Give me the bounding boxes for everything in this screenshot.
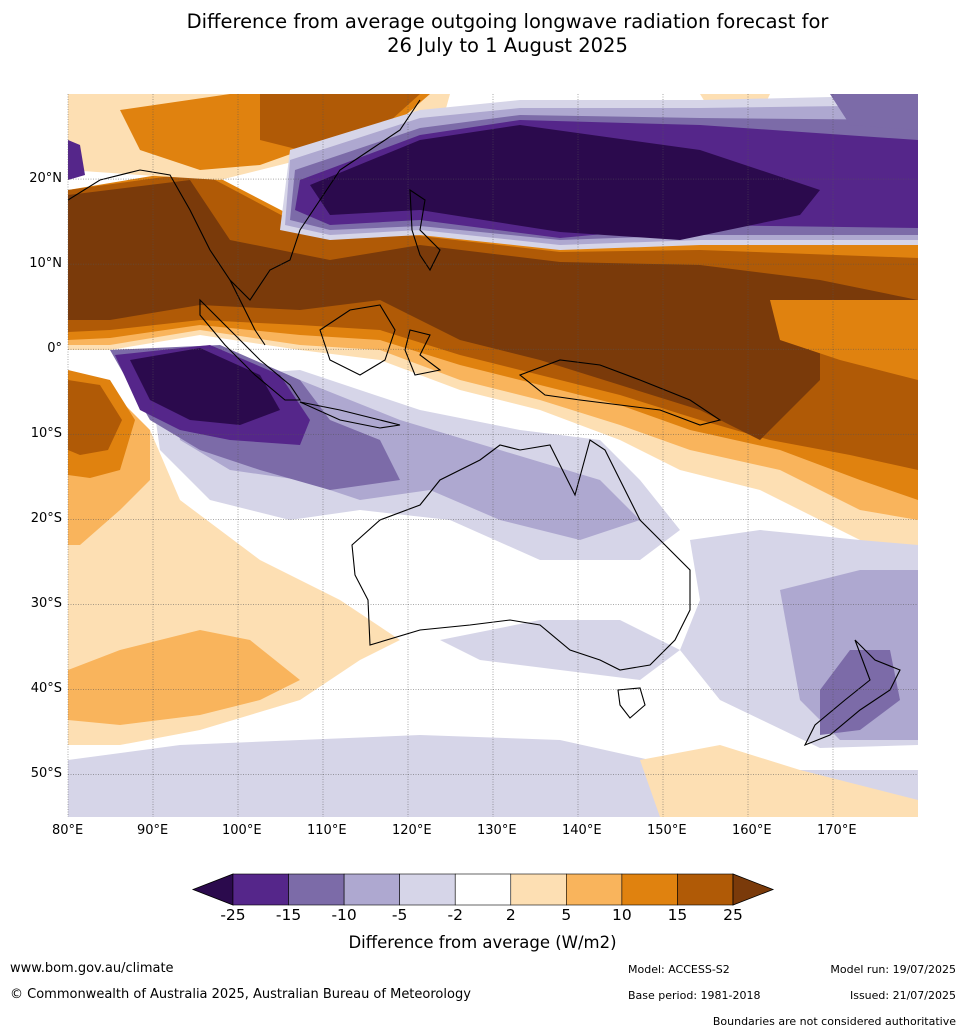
colorbar-segment [399, 873, 456, 906]
colorbar-segment [510, 873, 567, 906]
colorbar [191, 873, 775, 906]
australia-coastline [351, 439, 691, 671]
map-title: Difference from average outgoing longwav… [0, 10, 965, 58]
model-run-text: Model run: 19/07/2025 [830, 963, 956, 976]
lon-label: 170°E [817, 823, 857, 838]
new-guinea-coastline [518, 359, 722, 426]
colorbar-segment [454, 873, 512, 906]
south-indian-ocean-positive-core [68, 630, 300, 725]
colorbar-segment [343, 873, 400, 906]
colorbar-tick-label: -5 [391, 906, 408, 924]
lat-label: 20°S [30, 511, 62, 527]
title-line-2: 26 July to 1 August 2025 [387, 34, 628, 57]
west-ocean-strong [68, 380, 122, 455]
north-subtropical-positive-extreme [260, 94, 420, 150]
sumatra-negative-strong [130, 348, 280, 425]
coastlines [68, 99, 901, 747]
ne-pacific-negative [830, 94, 918, 130]
new-zealand-negative [820, 650, 900, 735]
copyright-text: © Commonwealth of Australia 2025, Austra… [10, 987, 471, 1002]
colorbar-segment [288, 873, 345, 906]
new-zealand-coastline [803, 639, 901, 747]
lon-label: 110°E [307, 823, 347, 838]
base-period-text: Base period: 1981-2018 [628, 989, 761, 1002]
lat-label: 40°S [30, 681, 62, 697]
southeast-australia-negative [440, 620, 680, 680]
colorbar-tick-label: -15 [275, 906, 302, 924]
asia-coastline [68, 99, 421, 301]
lon-label: 120°E [392, 823, 432, 838]
colorbar-extend-high [732, 873, 775, 906]
southern-ocean-positive-east [640, 745, 918, 817]
west-pacific-negative-extreme [310, 125, 820, 240]
disclaimer-text: Boundaries are not considered authoritat… [712, 1015, 956, 1028]
lon-label: 130°E [477, 823, 517, 838]
website-link[interactable]: www.bom.gov.au/climate [10, 961, 174, 976]
lat-label: 50°S [30, 766, 62, 782]
tasmania-coastline [617, 687, 646, 719]
malay-peninsula-coastline [229, 279, 266, 346]
gridlines [67, 94, 918, 817]
lon-label: 80°E [52, 823, 84, 838]
lon-label: 140°E [562, 823, 602, 838]
colorbar-tick-label: -25 [220, 906, 246, 924]
colorbar-segment [232, 873, 289, 906]
lon-label: 90°E [137, 823, 169, 838]
java-coastline [299, 401, 401, 429]
model-text: Model: ACCESS-S2 [628, 963, 730, 976]
colorbar-extend-low [191, 873, 234, 906]
borneo-coastline [319, 304, 396, 376]
lat-label: 20°N [29, 171, 62, 187]
sulawesi-coastline [404, 329, 442, 376]
lat-label: 0° [47, 341, 62, 357]
lat-label: 10°N [29, 256, 62, 272]
bay-of-bengal-negative [68, 140, 85, 180]
colorbar-tick-label: 15 [667, 906, 688, 924]
colorbar-segment [621, 873, 678, 906]
colorbar-tick-label: 2 [505, 906, 516, 924]
colorbar-label: Difference from average (W/m2) [348, 933, 617, 952]
issued-text: Issued: 21/07/2025 [849, 989, 956, 1002]
colorbar-tick-label: 25 [723, 906, 743, 924]
philippines-coastline [409, 188, 441, 272]
lat-label: 30°S [30, 596, 62, 612]
colorbar-tick-label: 5 [561, 906, 572, 924]
sumatra-coastline [199, 298, 302, 401]
colorbar-tick-label: -10 [331, 906, 357, 924]
lon-label: 160°E [732, 823, 772, 838]
colorbar-tick-label: -2 [447, 906, 463, 924]
colorbar-segment [566, 873, 623, 906]
title-line-1: Difference from average outgoing longwav… [186, 10, 829, 33]
lon-label: 150°E [647, 823, 687, 838]
lat-label: 10°S [30, 426, 62, 442]
lon-label: 100°E [222, 823, 262, 838]
colorbar-tick-label: 10 [612, 906, 632, 924]
colorbar-segment [677, 873, 734, 906]
equatorial-pacific-moderate [770, 300, 918, 380]
